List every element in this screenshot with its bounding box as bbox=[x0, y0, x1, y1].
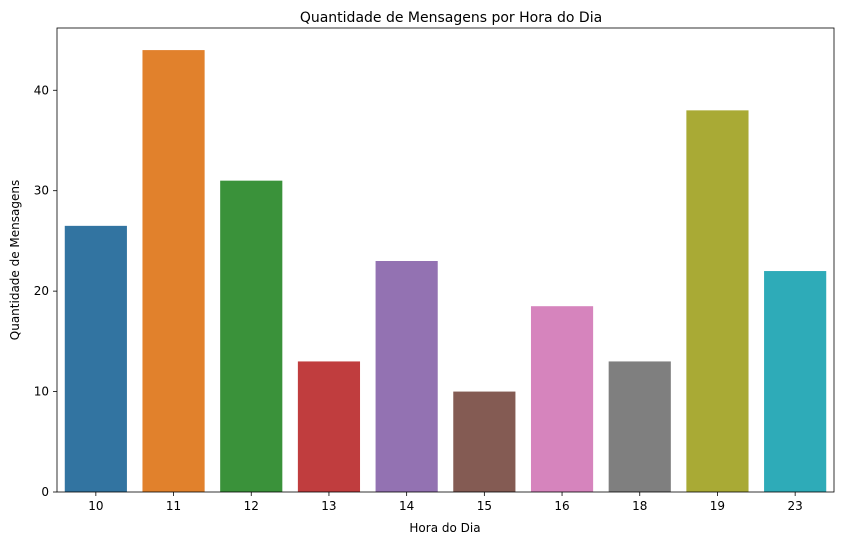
bar-hour-15 bbox=[453, 391, 516, 492]
bar-hour-19 bbox=[686, 110, 749, 492]
bar-hour-13 bbox=[297, 361, 361, 492]
y-axis-label: Quantidade de Mensagens bbox=[8, 180, 22, 340]
bar-hour-12 bbox=[220, 180, 283, 492]
bar-hour-16 bbox=[530, 306, 594, 492]
chart-title: Quantidade de Mensagens por Hora do Dia bbox=[300, 10, 602, 26]
x-tick-label: 19 bbox=[710, 499, 725, 513]
y-tick-label: 40 bbox=[34, 83, 49, 97]
x-tick-label: 23 bbox=[788, 499, 803, 513]
plot-frame bbox=[56, 27, 835, 493]
y-tick-label: 30 bbox=[34, 184, 49, 198]
bar-hour-14 bbox=[375, 261, 438, 492]
x-tick-label: 11 bbox=[166, 499, 181, 513]
x-tick-label: 16 bbox=[554, 499, 569, 513]
x-tick-label: 10 bbox=[88, 499, 103, 513]
bar-hour-10 bbox=[64, 225, 127, 492]
x-tick-label: 14 bbox=[399, 499, 414, 513]
y-tick-label: 20 bbox=[34, 284, 49, 298]
bar-hour-18 bbox=[608, 361, 671, 492]
x-tick-label: 13 bbox=[321, 499, 336, 513]
y-tick-label: 10 bbox=[34, 385, 49, 399]
x-tick-label: 18 bbox=[632, 499, 647, 513]
y-tick-label: 0 bbox=[41, 485, 49, 499]
bar-hour-23 bbox=[764, 271, 827, 492]
bar-hour-11 bbox=[142, 50, 205, 492]
bars-group bbox=[64, 50, 827, 492]
x-axis-ticks: 10 11 12 13 14 15 16 18 19 23 bbox=[88, 492, 803, 513]
x-tick-label: 15 bbox=[477, 499, 492, 513]
x-tick-label: 12 bbox=[244, 499, 259, 513]
y-axis-ticks: 0 10 20 30 40 bbox=[34, 83, 57, 499]
x-axis-label: Hora do Dia bbox=[409, 521, 480, 535]
